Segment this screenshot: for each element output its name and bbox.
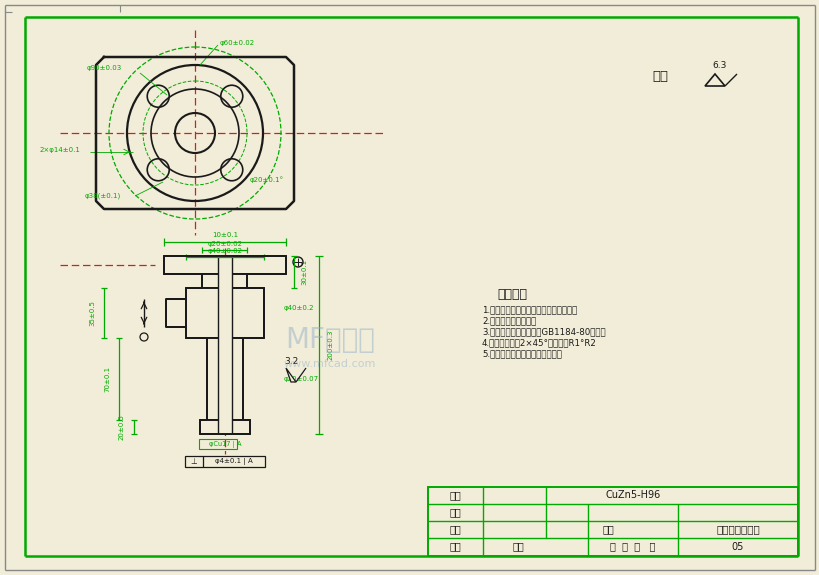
Text: 上下导套零件图: 上下导套零件图 bbox=[715, 524, 759, 535]
Bar bbox=[186, 288, 264, 338]
Text: 比例: 比例 bbox=[601, 524, 613, 535]
Bar bbox=[206, 338, 242, 420]
Text: φ40±0.02: φ40±0.02 bbox=[207, 248, 242, 254]
Text: 4.未注明倒角为2×45°，圆角为R1°R2: 4.未注明倒角为2×45°，圆角为R1°R2 bbox=[482, 339, 596, 347]
Bar bbox=[185, 456, 265, 467]
Bar bbox=[202, 274, 247, 288]
Text: 2.零件进行了高温处理: 2.零件进行了高温处理 bbox=[482, 316, 536, 325]
Polygon shape bbox=[286, 368, 296, 382]
Text: φ60±0.02: φ60±0.02 bbox=[219, 40, 255, 46]
Text: ⊥: ⊥ bbox=[191, 457, 197, 466]
Text: 班级: 班级 bbox=[449, 542, 460, 551]
Text: 5.各配合件安装前必须清洗干净。: 5.各配合件安装前必须清洗干净。 bbox=[482, 350, 561, 358]
Text: φ20±0.1°: φ20±0.1° bbox=[250, 177, 283, 183]
Text: 6.3: 6.3 bbox=[712, 62, 726, 71]
Polygon shape bbox=[704, 74, 724, 86]
Bar bbox=[218, 256, 232, 434]
Bar bbox=[165, 299, 186, 327]
Text: MF没风网: MF没风网 bbox=[285, 326, 374, 354]
Text: CuZn5-H96: CuZn5-H96 bbox=[604, 490, 660, 500]
Text: 学号: 学号 bbox=[512, 542, 523, 551]
Text: φ90±0.03: φ90±0.03 bbox=[87, 65, 122, 71]
Text: φ38(±0.1): φ38(±0.1) bbox=[85, 193, 121, 200]
Text: 技术要求: 技术要求 bbox=[496, 289, 527, 301]
Text: 其余: 其余 bbox=[651, 70, 667, 82]
Bar bbox=[428, 487, 797, 556]
Text: 校核: 校核 bbox=[449, 508, 460, 518]
Text: φ20±0.07: φ20±0.07 bbox=[283, 376, 319, 382]
Text: 3.2: 3.2 bbox=[283, 356, 298, 366]
Text: φ4±0.1 | A: φ4±0.1 | A bbox=[215, 458, 252, 465]
Bar bbox=[200, 420, 250, 434]
Text: 70±0.1: 70±0.1 bbox=[104, 366, 110, 392]
Text: 20±0.5: 20±0.5 bbox=[119, 414, 124, 440]
Text: 200±0.3: 200±0.3 bbox=[328, 329, 333, 361]
Text: www.mfcad.com: www.mfcad.com bbox=[283, 359, 376, 369]
Text: 审核: 审核 bbox=[449, 524, 460, 535]
Text: φ20±0.02: φ20±0.02 bbox=[207, 241, 242, 247]
Text: 1.零件表面不应有尖锐棱，应该去除毛刺: 1.零件表面不应有尖锐棱，应该去除毛刺 bbox=[482, 305, 577, 315]
Text: 设计: 设计 bbox=[449, 490, 460, 500]
Text: 30±0.1: 30±0.1 bbox=[301, 259, 306, 285]
Text: 10±0.1: 10±0.1 bbox=[211, 232, 238, 238]
Text: φCu17 | A: φCu17 | A bbox=[209, 440, 241, 447]
Text: 35±0.5: 35±0.5 bbox=[89, 300, 95, 326]
Text: 3.未注明的形状公差符合GB1184-80的要求: 3.未注明的形状公差符合GB1184-80的要求 bbox=[482, 328, 605, 336]
Text: 共  张  嬀   张: 共 张 嬀 张 bbox=[609, 542, 655, 551]
Text: 2×φ14±0.1: 2×φ14±0.1 bbox=[40, 147, 81, 153]
Text: 05: 05 bbox=[731, 542, 744, 551]
Bar bbox=[164, 256, 286, 274]
Bar bbox=[199, 439, 237, 449]
Text: φ40±0.2: φ40±0.2 bbox=[283, 305, 314, 311]
